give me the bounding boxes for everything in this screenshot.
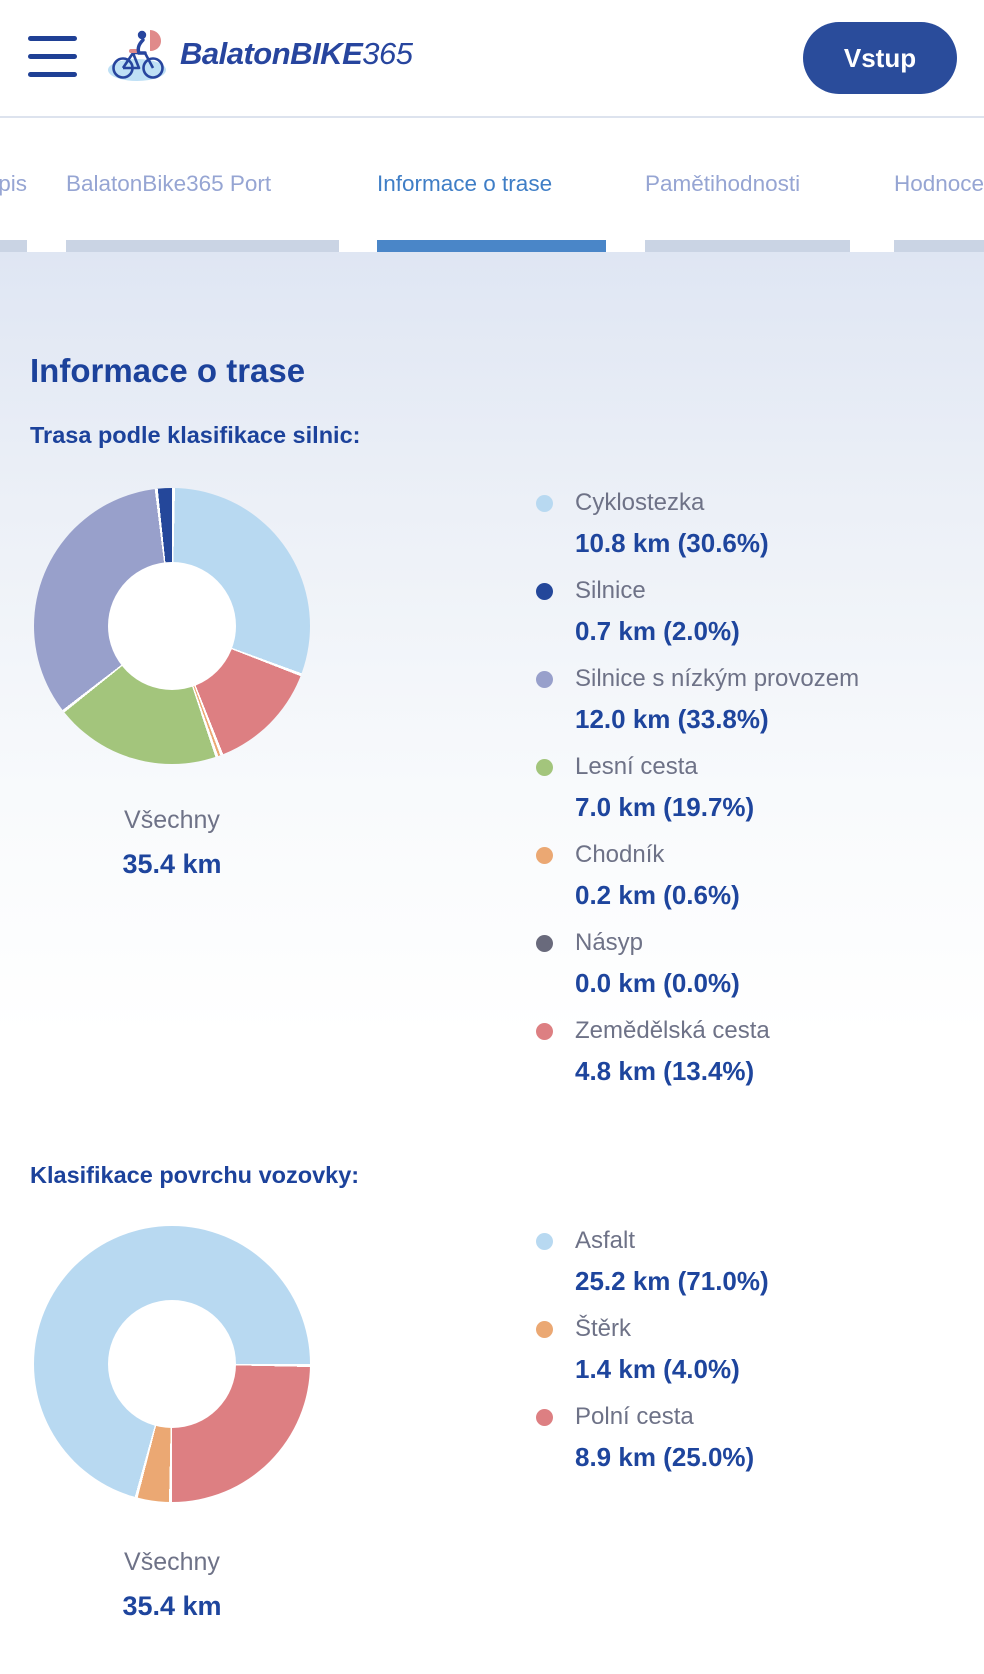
legend-label: Cyklostezka bbox=[575, 489, 705, 516]
legend-value: 25.2 km (71.0%) bbox=[575, 1266, 769, 1296]
tab-balatonbike365-port[interactable]: BalatonBike365 Port bbox=[66, 171, 272, 196]
legend-surface-classification: Asfalt 25.2 km (71.0%) Štěrk 1.4 km (4.0… bbox=[536, 1226, 966, 1490]
total-label: Všechny bbox=[124, 1548, 220, 1576]
chart-total-surface-classification: Všechny 35.4 km bbox=[34, 1548, 310, 1622]
legend-label: Zemědělská cesta bbox=[575, 1017, 770, 1044]
legend-label: Polní cesta bbox=[575, 1403, 694, 1430]
tab-pametihodnosti[interactable]: Pamětihodnosti bbox=[645, 171, 801, 196]
legend-value: 7.0 km (19.7%) bbox=[575, 792, 755, 822]
legend-road-classification: Cyklostezka 10.8 km (30.6%) Silnice 0.7 … bbox=[536, 488, 966, 1104]
legend-value: 4.8 km (13.4%) bbox=[575, 1056, 755, 1086]
legend-item[interactable]: Silnice s nízkým provozem 12.0 km (33.8%… bbox=[536, 664, 966, 736]
legend-bullet-icon bbox=[536, 846, 553, 864]
total-label: Všechny bbox=[124, 806, 220, 834]
legend-label: Silnice bbox=[575, 577, 646, 604]
brand-logo-text: BalatonBIKE365 bbox=[180, 36, 413, 71]
hamburger-menu-icon[interactable] bbox=[28, 36, 77, 78]
legend-bullet-icon bbox=[536, 758, 553, 776]
legend-label: Silnice s nízkým provozem bbox=[575, 665, 860, 692]
legend-label: Lesní cesta bbox=[575, 753, 698, 780]
legend-value: 0.7 km (2.0%) bbox=[575, 616, 740, 646]
legend-bullet-icon bbox=[536, 1320, 553, 1338]
route-tab-bar: Popis BalatonBike365 Port Informace o tr… bbox=[0, 118, 984, 252]
legend-bullet-icon bbox=[536, 670, 553, 688]
donut-hole bbox=[108, 562, 236, 690]
donut-hole bbox=[108, 1300, 236, 1428]
tab-hodnoceni[interactable]: Hodnocení bbox=[894, 171, 984, 196]
legend-label: Asfalt bbox=[575, 1227, 636, 1254]
legend-value: 8.9 km (25.0%) bbox=[575, 1442, 755, 1472]
page-title: Informace o trase bbox=[30, 352, 306, 390]
legend-value: 0.0 km (0.0%) bbox=[575, 968, 740, 998]
tab-underline bbox=[66, 240, 339, 252]
tab-underline-active bbox=[377, 240, 606, 252]
legend-label: Násyp bbox=[575, 929, 644, 956]
tab-popis[interactable]: Popis bbox=[0, 171, 27, 196]
legend-bullet-icon bbox=[536, 1232, 553, 1250]
legend-item[interactable]: Cyklostezka 10.8 km (30.6%) bbox=[536, 488, 966, 560]
legend-item[interactable]: Násyp 0.0 km (0.0%) bbox=[536, 928, 966, 1000]
donut-chart-road-classification bbox=[34, 488, 310, 764]
total-value: 35.4 km bbox=[122, 849, 222, 879]
tab-informace-o-trase[interactable]: Informace o trase bbox=[377, 171, 553, 196]
legend-label: Chodník bbox=[575, 841, 665, 868]
legend-label: Štěrk bbox=[575, 1315, 632, 1342]
legend-value: 0.2 km (0.6%) bbox=[575, 880, 740, 910]
tab-underline bbox=[0, 240, 27, 252]
app-header: BalatonBIKE365 Vstup bbox=[0, 0, 984, 118]
donut-chart-surface-classification bbox=[34, 1226, 310, 1502]
legend-value: 10.8 km (30.6%) bbox=[575, 528, 769, 558]
legend-bullet-icon bbox=[536, 934, 553, 952]
legend-bullet-icon bbox=[536, 1408, 553, 1426]
legend-item[interactable]: Štěrk 1.4 km (4.0%) bbox=[536, 1314, 966, 1386]
legend-item[interactable]: Chodník 0.2 km (0.6%) bbox=[536, 840, 966, 912]
login-button[interactable]: Vstup bbox=[803, 22, 957, 94]
cyclist-logo-icon bbox=[108, 30, 166, 81]
legend-bullet-icon bbox=[536, 1022, 553, 1040]
legend-value: 12.0 km (33.8%) bbox=[575, 704, 769, 734]
legend-value: 1.4 km (4.0%) bbox=[575, 1354, 740, 1384]
brand-logo[interactable]: BalatonBIKE365 bbox=[106, 26, 413, 82]
legend-bullet-icon bbox=[536, 582, 553, 600]
legend-item[interactable]: Polní cesta 8.9 km (25.0%) bbox=[536, 1402, 966, 1474]
legend-item[interactable]: Silnice 0.7 km (2.0%) bbox=[536, 576, 966, 648]
tab-underline bbox=[645, 240, 850, 252]
legend-item[interactable]: Zemědělská cesta 4.8 km (13.4%) bbox=[536, 1016, 966, 1088]
legend-item[interactable]: Lesní cesta 7.0 km (19.7%) bbox=[536, 752, 966, 824]
legend-item[interactable]: Asfalt 25.2 km (71.0%) bbox=[536, 1226, 966, 1298]
total-value: 35.4 km bbox=[122, 1591, 222, 1621]
chart-total-road-classification: Všechny 35.4 km bbox=[34, 806, 310, 880]
section-heading-road-classification: Trasa podle klasifikace silnic: bbox=[30, 422, 361, 448]
section-heading-surface-classification: Klasifikace povrchu vozovky: bbox=[30, 1162, 360, 1188]
legend-bullet-icon bbox=[536, 494, 553, 512]
tab-underline bbox=[894, 240, 984, 252]
